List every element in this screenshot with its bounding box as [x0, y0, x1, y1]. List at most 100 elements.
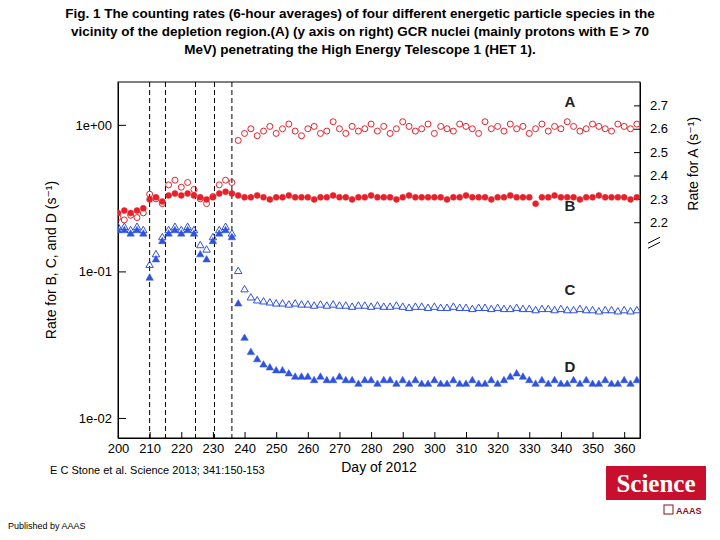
tick-label: 230: [203, 441, 225, 456]
tick: 1e-01: [79, 264, 126, 279]
data-point: [254, 133, 260, 139]
data-point: [514, 126, 520, 132]
data-point: [463, 123, 469, 129]
data-point: [209, 237, 216, 243]
data-point: [450, 194, 456, 200]
tick-mark: [529, 432, 530, 438]
y-axis-title: Rate for B, C, and D (s⁻¹): [43, 181, 59, 339]
data-point: [324, 128, 330, 134]
data-point: [419, 194, 425, 200]
data-point: [552, 192, 558, 198]
data-point: [234, 267, 241, 273]
data-point: [602, 194, 608, 200]
data-point: [330, 119, 336, 125]
tick-label: 270: [329, 441, 351, 456]
data-point: [513, 370, 520, 376]
series-B: [118, 189, 640, 216]
data-point: [380, 376, 387, 382]
data-point: [210, 194, 216, 200]
chart-container: Fig. 1 The counting rates (6-hour averag…: [0, 0, 720, 540]
data-point: [564, 380, 571, 386]
tick: 270: [329, 432, 351, 456]
data-point: [355, 380, 362, 386]
data-point: [324, 194, 330, 200]
tick: 360: [614, 432, 636, 456]
data-point: [571, 123, 577, 129]
data-point: [317, 301, 324, 307]
tick-label: 320: [487, 441, 509, 456]
chart-title: vicinity of the depletion region.(A) (y …: [71, 24, 649, 39]
data-point: [602, 126, 608, 132]
data-point: [267, 196, 273, 202]
chart-title: Fig. 1 The counting rates (6-hour averag…: [65, 6, 655, 21]
data-point: [583, 126, 589, 132]
data-point: [412, 194, 418, 200]
data-point: [634, 194, 640, 200]
tick-label: 280: [361, 441, 383, 456]
series-C: [118, 223, 640, 314]
event-line: [165, 82, 166, 438]
data-point: [425, 194, 431, 200]
data-point: [539, 194, 545, 200]
data-point: [279, 366, 286, 372]
tick-mark: [245, 432, 246, 438]
data-point: [469, 376, 476, 382]
tick-mark: [118, 418, 126, 419]
data-point: [247, 294, 254, 300]
data-point: [628, 196, 634, 202]
data-point: [405, 380, 412, 386]
data-point: [557, 305, 564, 311]
data-point: [412, 128, 418, 134]
tick-mark: [434, 432, 435, 438]
data-point: [367, 376, 374, 382]
data-point: [140, 205, 146, 211]
axis-line: [118, 83, 119, 439]
data-point: [191, 192, 197, 198]
data-point: [291, 373, 298, 379]
data-point: [450, 303, 457, 309]
data-point: [495, 123, 501, 129]
data-point: [184, 226, 191, 232]
data-point: [577, 196, 583, 202]
tick: 230: [203, 432, 225, 456]
data-point: [146, 274, 153, 280]
data-point: [609, 128, 615, 134]
data-point: [159, 198, 165, 204]
data-point: [305, 194, 311, 200]
data-point: [621, 194, 627, 200]
data-point: [241, 285, 248, 291]
series-label: D: [565, 358, 576, 375]
data-point: [633, 376, 640, 382]
data-point: [166, 182, 172, 188]
data-point: [203, 246, 210, 252]
data-point: [260, 361, 267, 367]
data-point: [223, 177, 229, 183]
data-point: [526, 305, 533, 311]
data-point: [608, 306, 615, 312]
data-point: [582, 376, 589, 382]
data-point: [494, 380, 501, 386]
data-point: [469, 194, 475, 200]
tick-label: 350: [582, 441, 604, 456]
data-point: [374, 302, 381, 308]
data-point: [381, 194, 387, 200]
data-point: [348, 376, 355, 382]
data-point: [539, 121, 545, 127]
data-point: [627, 380, 634, 386]
data-point: [526, 376, 533, 382]
data-point: [444, 196, 450, 202]
data-point: [172, 177, 178, 183]
data-point: [457, 121, 463, 127]
tick-label: 1e-02: [79, 411, 112, 426]
tick-mark: [593, 432, 594, 438]
data-point: [488, 196, 494, 202]
data-point: [128, 210, 134, 216]
data-point: [266, 299, 273, 305]
data-point: [431, 194, 437, 200]
tick: 330: [519, 432, 541, 456]
data-point: [419, 126, 425, 132]
data-point: [393, 196, 399, 202]
data-point: [204, 196, 210, 202]
data-point: [443, 380, 450, 386]
data-point: [342, 376, 349, 382]
